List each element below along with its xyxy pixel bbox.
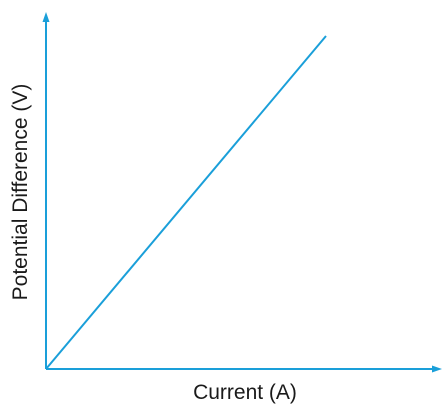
y-axis-label: Potential Difference (V) [9,84,32,301]
x-axis-label: Current (A) [193,381,297,404]
y-axis-arrow-icon [42,12,50,22]
series-layer [45,35,327,370]
x-axis-arrow-icon [432,365,442,373]
series-line-0 [45,35,327,370]
